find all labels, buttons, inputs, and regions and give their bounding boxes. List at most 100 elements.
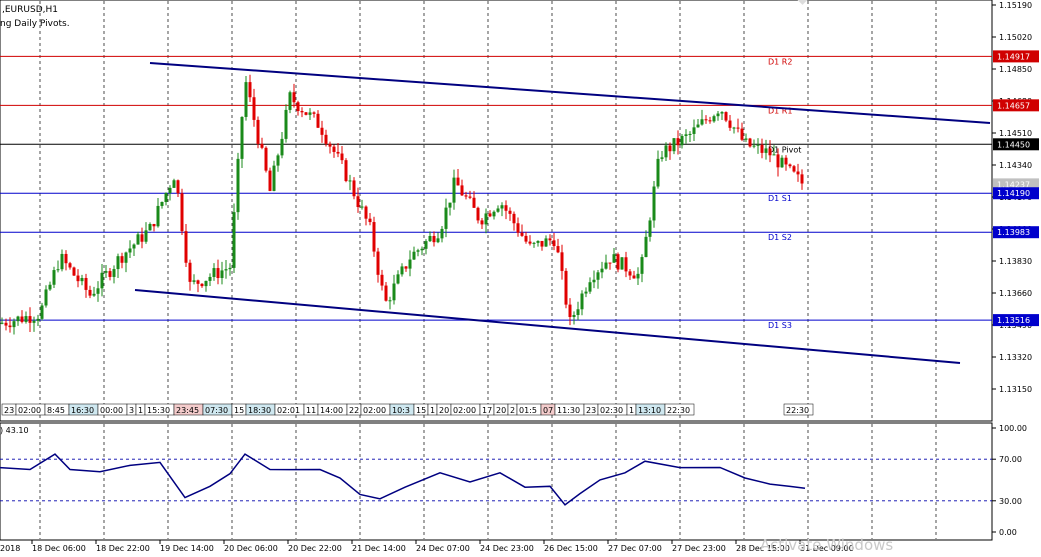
session-cell-label: 13:10 <box>638 406 661 415</box>
candle-body <box>128 248 132 253</box>
candle-body <box>188 262 192 282</box>
candle-body <box>212 268 216 277</box>
pivot-price-tags: 1.14917 1.14657 1.14450 1.14190 1.13983 1.135… <box>993 50 1039 327</box>
pivot-price-text: 1.13516 <box>997 316 1030 325</box>
pivot-price-tag <box>993 50 1039 63</box>
candle-body <box>132 244 136 249</box>
candle-body <box>112 269 116 277</box>
session-cell-label: 20 <box>439 406 449 415</box>
candle-body <box>312 112 316 114</box>
candle-body <box>280 138 284 156</box>
candle-body <box>436 238 440 243</box>
candle-body <box>348 180 352 182</box>
candle-body <box>408 259 412 269</box>
indicator-frame <box>0 422 993 541</box>
pivot-label: D1 Pivot <box>768 145 801 154</box>
candle-body <box>512 213 516 224</box>
candle-body <box>240 116 244 159</box>
candle-body <box>456 177 460 186</box>
session-cell-label: 02:00 <box>18 406 41 415</box>
candle-body <box>400 266 404 275</box>
rsi-tick-label: 0.00 <box>999 528 1017 537</box>
session-cell-label: 01:5 <box>519 406 537 415</box>
candle-body <box>420 248 424 251</box>
candle-body <box>284 109 288 139</box>
pivot-label: D1 R1 <box>768 106 792 115</box>
candle-body <box>104 271 108 273</box>
session-cell-label: 15 <box>416 406 426 415</box>
candle-body <box>576 309 580 315</box>
candle-body <box>500 205 504 209</box>
candle-body <box>124 252 128 263</box>
time-tick-label: 28 Dec 15:00 <box>736 544 790 553</box>
candle-body <box>704 119 708 121</box>
candle-body <box>580 293 584 310</box>
candle-body <box>252 97 256 120</box>
candle-body <box>612 254 616 263</box>
candle-body <box>416 250 420 252</box>
candle-body <box>724 112 728 121</box>
time-tick-label: 27 Dec 23:00 <box>672 544 726 553</box>
session-cell-label: 07:30 <box>205 406 228 415</box>
candle-body <box>236 158 240 213</box>
session-cell-label: 18:30 <box>248 406 271 415</box>
session-cell-label: 15 <box>234 406 244 415</box>
candle-body <box>316 113 320 128</box>
upper-channel-line <box>149 62 991 124</box>
candle-body <box>32 320 36 323</box>
rsi-tick-label: 30.00 <box>999 497 1022 506</box>
candle-body <box>136 234 140 245</box>
candle-body <box>760 144 764 153</box>
candle-body <box>228 267 232 270</box>
candle-body <box>396 274 400 284</box>
time-tick-label: 21 Dec 14:00 <box>352 544 406 553</box>
candle-body <box>572 314 576 318</box>
rsi-line <box>0 453 806 506</box>
price-tick-label: 1.13660 <box>999 289 1032 298</box>
candle-body <box>756 144 760 146</box>
candle-body <box>184 231 188 263</box>
candle-body <box>748 138 752 147</box>
candle-body <box>548 238 552 241</box>
candle-body <box>628 271 632 276</box>
candle-body <box>200 283 204 287</box>
candle-body <box>360 206 364 208</box>
pivot-price-tag <box>993 187 1039 200</box>
candle-body <box>676 138 680 146</box>
candle-body <box>80 277 84 282</box>
candle-body <box>560 252 564 271</box>
candle-body <box>556 246 560 253</box>
candle-body <box>432 235 436 243</box>
candle-body <box>156 205 160 227</box>
candle-body <box>44 289 48 306</box>
session-cell-label: 23 <box>4 406 14 415</box>
candle-body <box>40 305 44 319</box>
candle-body <box>660 157 664 159</box>
session-cell-label: 8:45 <box>47 406 65 415</box>
pivot-label: D1 R2 <box>768 57 792 66</box>
candle-body <box>404 266 408 269</box>
candle-body <box>448 202 452 208</box>
candle-body <box>108 271 112 277</box>
candle-body <box>656 158 660 187</box>
candle-body <box>8 325 12 328</box>
channel-lines <box>134 62 991 364</box>
candle-body <box>244 82 248 117</box>
candle-body <box>800 174 804 184</box>
candle-body <box>140 234 144 242</box>
candle-body <box>768 148 772 156</box>
session-cell-label: 20 <box>496 406 506 415</box>
candle-body <box>300 111 304 113</box>
symbol-label: ,EURUSD,H1 <box>2 5 58 15</box>
candle-body <box>88 289 92 296</box>
candle-body <box>692 127 696 134</box>
price-tick-label: 1.14850 <box>999 65 1032 74</box>
time-tick-label: 18 Dec 06:00 <box>32 544 86 553</box>
price-tick-label: 1.13830 <box>999 257 1032 266</box>
candle-body <box>272 165 276 191</box>
candle-body <box>296 102 300 112</box>
session-cell-label: 02:30 <box>600 406 623 415</box>
candle-body <box>460 185 464 196</box>
time-tick-label: 24 Dec 23:00 <box>480 544 534 553</box>
